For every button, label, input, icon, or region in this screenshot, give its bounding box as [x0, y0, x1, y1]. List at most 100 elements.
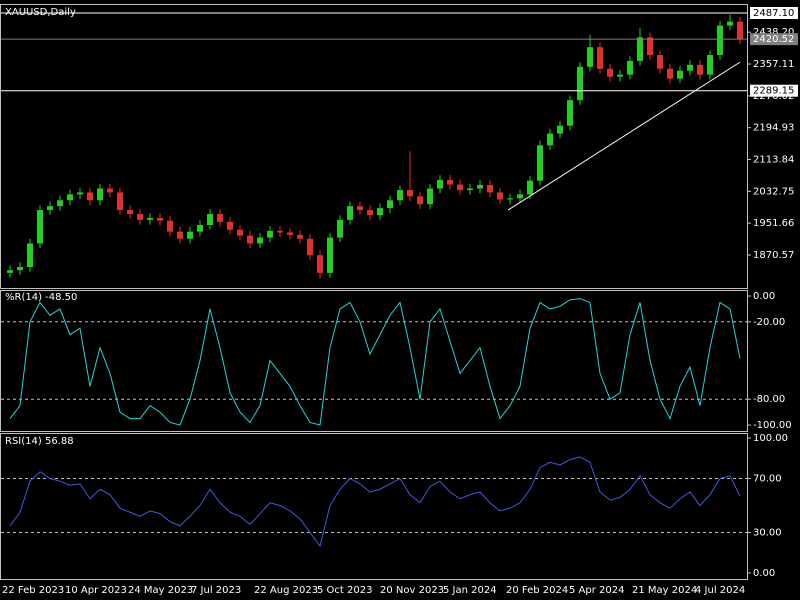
- x-tick-label: 20 Nov 2023: [380, 585, 444, 596]
- candle-body: [187, 231, 193, 239]
- candle-body: [737, 21, 743, 40]
- y-tick-label: 0.00: [753, 568, 775, 579]
- x-tick-label: 22 Feb 2023: [2, 585, 64, 596]
- candle-body: [97, 188, 103, 201]
- candle-body: [417, 196, 423, 205]
- candle-body: [427, 188, 433, 205]
- y-tick-label: 2113.84: [753, 155, 794, 166]
- candle-body: [337, 219, 343, 238]
- candle-body: [257, 237, 263, 244]
- wpr-pane: [0, 290, 748, 432]
- candle-body: [267, 230, 273, 238]
- candle-body: [437, 179, 443, 189]
- candle-body: [107, 188, 113, 193]
- candle-body: [247, 235, 253, 244]
- candle-body: [357, 206, 363, 211]
- candle-body: [677, 70, 683, 79]
- candle-body: [327, 237, 333, 273]
- candle-body: [657, 55, 663, 69]
- candle-body: [407, 190, 413, 197]
- candle-body: [237, 229, 243, 236]
- candle-body: [497, 192, 503, 200]
- candle-body: [527, 180, 533, 195]
- candle-body: [307, 238, 313, 256]
- x-tick-label: 10 Apr 2023: [65, 585, 127, 596]
- candle-body: [597, 47, 603, 69]
- candle-body: [197, 225, 203, 232]
- pane-title: XAUUSD,Daily: [5, 7, 76, 18]
- candle-body: [317, 255, 323, 273]
- y-tick-label: 2438.20: [753, 27, 794, 38]
- candle-body: [627, 60, 633, 75]
- candle-body: [717, 25, 723, 56]
- trendline: [507, 61, 741, 211]
- y-tick-label: 2194.93: [753, 123, 794, 134]
- x-tick-label: 21 May 2024: [632, 585, 697, 596]
- price-label-box: [750, 84, 798, 97]
- price-label: 2289.15: [753, 86, 794, 97]
- y-tick-label: 2357.11: [753, 59, 794, 70]
- candle-body: [217, 214, 223, 222]
- candle-body: [387, 200, 393, 209]
- current-price-box: [750, 33, 798, 46]
- candle-body: [27, 243, 33, 268]
- candle-body: [587, 47, 593, 67]
- y-tick-label: -80.00: [753, 394, 785, 405]
- candle-body: [577, 66, 583, 101]
- y-tick-label: 1951.66: [753, 218, 794, 229]
- candle-body: [297, 234, 303, 239]
- candle-body: [147, 217, 153, 220]
- candle-body: [557, 125, 563, 134]
- y-tick-label: -100.00: [753, 420, 792, 431]
- x-tick-label: 22 Aug 2023: [254, 585, 318, 596]
- candle-body: [457, 184, 463, 191]
- candle-body: [87, 192, 93, 201]
- candle-body: [117, 192, 123, 211]
- candle-body: [547, 133, 553, 146]
- candle-body: [467, 188, 473, 191]
- rsi-pane: [0, 433, 748, 580]
- price-label: 2487.10: [753, 8, 794, 19]
- candle-body: [687, 64, 693, 71]
- candle-body: [537, 145, 543, 181]
- candle-body: [37, 210, 43, 244]
- pane-title: %R(14) -48.50: [5, 292, 77, 303]
- x-tick-label: 5 Oct 2023: [317, 585, 372, 596]
- indicator-line: [9, 298, 741, 426]
- y-tick-label: 100.00: [753, 433, 788, 444]
- y-tick-label: 1870.57: [753, 250, 794, 261]
- candle-body: [167, 220, 173, 232]
- price-pane: [0, 4, 748, 289]
- candle-body: [647, 37, 653, 56]
- x-tick-label: 5 Apr 2024: [569, 585, 624, 596]
- candle-body: [397, 190, 403, 201]
- y-tick-label: 70.00: [753, 473, 782, 484]
- candle-body: [127, 210, 133, 215]
- y-tick-label: 30.00: [753, 527, 782, 538]
- candle-body: [477, 184, 483, 189]
- candle-body: [77, 192, 83, 195]
- candle-body: [697, 64, 703, 75]
- candle-body: [367, 210, 373, 216]
- indicator-line: [9, 456, 741, 548]
- candle-body: [517, 194, 523, 199]
- candle-body: [607, 68, 613, 77]
- y-tick-label: 2032.75: [753, 186, 794, 197]
- candle-body: [157, 217, 163, 221]
- x-tick-label: 5 Jan 2024: [443, 585, 497, 596]
- y-tick-label: 0.00: [753, 291, 775, 302]
- current-price-label: 2420.52: [753, 34, 794, 45]
- candle-body: [177, 231, 183, 239]
- candle-body: [707, 55, 713, 75]
- candle-body: [667, 68, 673, 79]
- candle-body: [287, 232, 293, 235]
- candle-body: [637, 37, 643, 61]
- candle-body: [57, 200, 63, 207]
- candle-body: [727, 21, 733, 26]
- candle-body: [567, 100, 573, 126]
- x-tick-label: 24 May 2023: [128, 585, 193, 596]
- x-tick-label: 4 Jul 2024: [695, 585, 745, 596]
- candle-body: [227, 221, 233, 230]
- pane-title: RSI(14) 56.88: [5, 436, 74, 447]
